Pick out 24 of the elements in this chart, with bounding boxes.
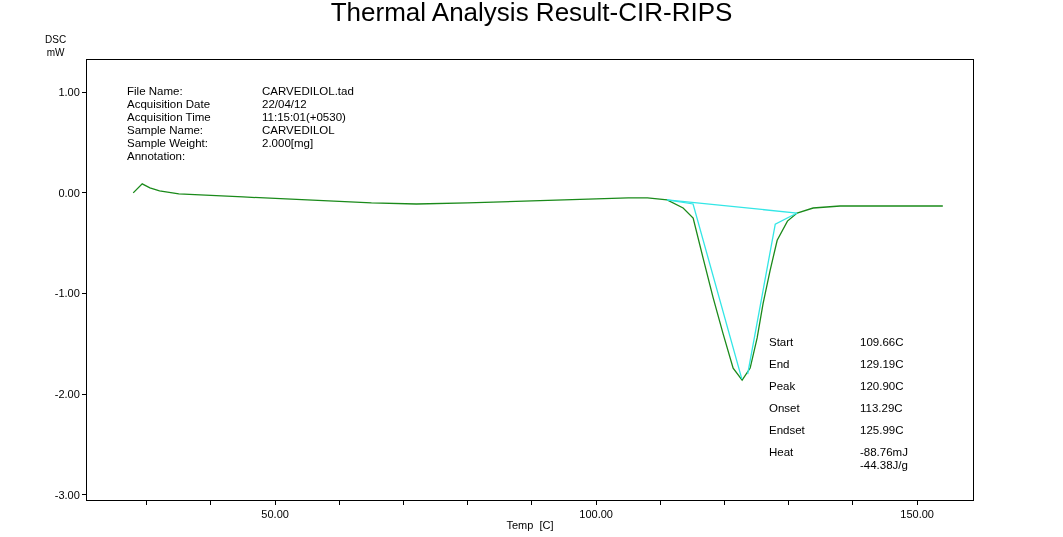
text: Acquisition Time 11:15:01(+0530) [127, 111, 346, 123]
y-axis-title: DSC mW [45, 34, 67, 58]
text: Sample Name: CARVEDILOL [127, 124, 335, 136]
y-tick-label: 0.00 [58, 186, 80, 199]
text: Start 109.66C [769, 336, 904, 348]
text: File Name: CARVEDILOL.tad [127, 85, 354, 97]
x-tick-label: 150.00 [900, 508, 934, 521]
text: Peak 120.90C [769, 380, 904, 392]
x-tick-label: 100.00 [579, 508, 613, 521]
text: Endset 125.99C [769, 424, 904, 436]
y-tick-label: -2.00 [54, 388, 80, 401]
y-tick-label: -3.00 [54, 488, 80, 501]
text: Heat -88.76mJ [769, 446, 908, 458]
x-axis-title: Temp [C] [506, 519, 554, 532]
text: Sample Weight: 2.000[mg] [127, 137, 314, 149]
annotation: -44.38J/g [860, 459, 908, 471]
y-tick-label: -1.00 [54, 287, 80, 300]
chart-title: Thermal Analysis Result-CIR-RIPS [330, 0, 733, 27]
text: Onset 113.29C [769, 402, 903, 414]
x-tick-label: 50.00 [261, 508, 289, 521]
y-tick-label: 1.00 [58, 86, 80, 99]
text: End 129.19C [769, 358, 904, 370]
text: Acquisition Date 22/04/12 [127, 98, 307, 110]
annotation: Annotation: [127, 150, 186, 162]
